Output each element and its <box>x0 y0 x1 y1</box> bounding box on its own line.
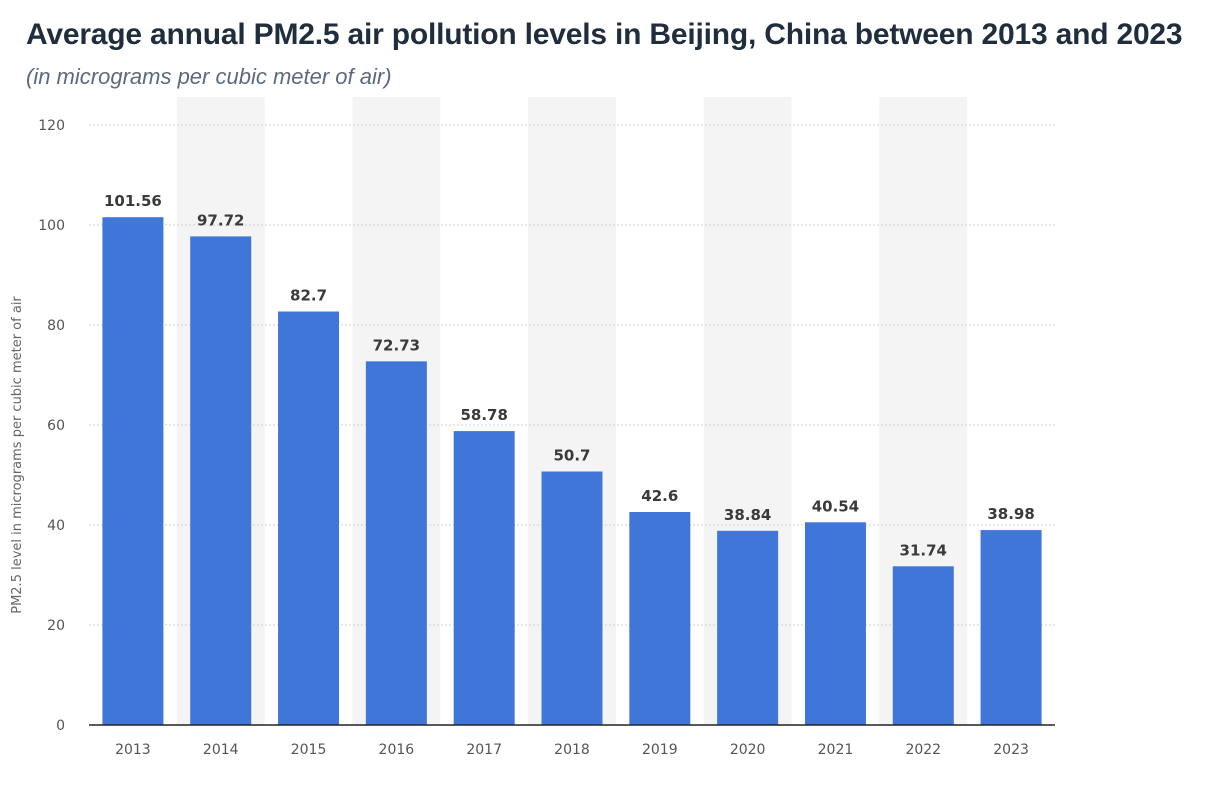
data-label: 101.56 <box>104 192 162 210</box>
x-tick-label: 2018 <box>554 742 590 758</box>
x-tick-label: 2016 <box>379 742 415 758</box>
bar-2019[interactable] <box>629 512 691 725</box>
data-label: 97.72 <box>197 211 244 229</box>
chart-subtitle: (in micrograms per cubic meter of air) <box>26 64 392 89</box>
x-tick-label: 2020 <box>730 742 766 758</box>
data-label: 82.7 <box>290 287 327 305</box>
data-label: 40.54 <box>812 497 859 515</box>
x-tick-label: 2017 <box>466 742 502 758</box>
data-label: 42.6 <box>641 487 678 505</box>
data-label: 38.98 <box>987 505 1034 523</box>
y-tick-label: 120 <box>38 118 65 134</box>
data-label: 72.73 <box>373 336 420 354</box>
x-tick-label: 2022 <box>905 742 941 758</box>
y-tick-label: 20 <box>47 618 65 634</box>
bar-2015[interactable] <box>278 311 340 726</box>
x-tick-label: 2019 <box>642 742 678 758</box>
y-axis-ticks: 0 20 40 60 80 100 120 <box>38 118 65 734</box>
x-tick-label: 2014 <box>203 742 239 758</box>
data-label: 38.84 <box>724 506 771 524</box>
bar-2016[interactable] <box>365 361 427 725</box>
x-tick-label: 2015 <box>291 742 327 758</box>
data-labels: 101.56 97.72 82.7 72.73 58.78 50.7 42.6 38.84 40… <box>104 192 1035 559</box>
data-label: 50.7 <box>553 447 590 465</box>
x-tick-label: 2013 <box>115 742 151 758</box>
bar-2014[interactable] <box>190 236 252 725</box>
bar-2023[interactable] <box>980 530 1042 725</box>
bar-2013[interactable] <box>102 217 164 725</box>
y-tick-label: 60 <box>47 418 65 434</box>
y-tick-label: 40 <box>47 518 65 534</box>
x-tick-label: 2023 <box>993 742 1029 758</box>
bars <box>102 217 1042 726</box>
bar-2022[interactable] <box>892 566 954 725</box>
data-label: 58.78 <box>460 406 507 424</box>
chart-title: Average annual PM2.5 air pollution level… <box>26 18 1183 51</box>
data-label: 31.74 <box>900 541 947 559</box>
bar-2021[interactable] <box>804 522 866 725</box>
y-tick-label: 100 <box>38 218 65 234</box>
bar-2020[interactable] <box>717 530 779 725</box>
x-axis-ticks: 2013 2014 2015 2016 2017 2018 2019 2020 2021 2022… <box>115 742 1029 758</box>
y-tick-label: 80 <box>47 318 65 334</box>
bar-2018[interactable] <box>541 471 603 726</box>
bar-2017[interactable] <box>453 431 515 725</box>
y-axis-label: PM2.5 level in micrograms per cubic mete… <box>10 296 25 614</box>
y-tick-label: 0 <box>56 718 65 734</box>
x-tick-label: 2021 <box>818 742 854 758</box>
